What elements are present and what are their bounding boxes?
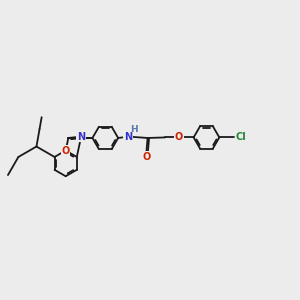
Text: H: H <box>130 125 138 134</box>
Text: O: O <box>142 152 150 162</box>
Text: N: N <box>124 132 132 142</box>
Text: Cl: Cl <box>235 132 246 142</box>
Text: N: N <box>77 132 85 142</box>
Text: O: O <box>61 146 70 155</box>
Text: O: O <box>175 132 183 142</box>
